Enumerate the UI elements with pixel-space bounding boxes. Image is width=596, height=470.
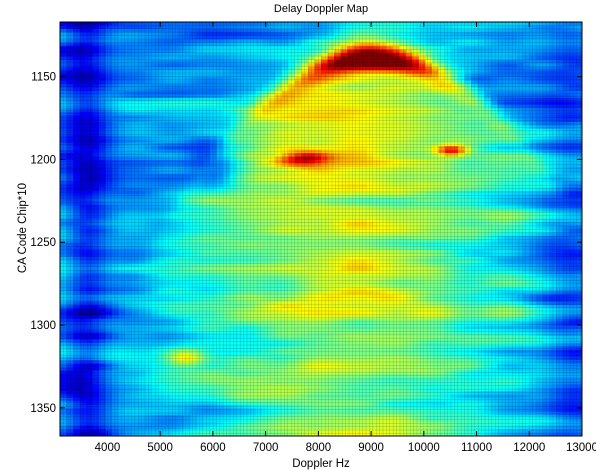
y-axis-ticks: 1150 1200 1250 1300 1350 — [30, 72, 582, 415]
heatmap-plot-area — [60, 22, 583, 437]
x-tick-label: 4000 — [95, 442, 121, 454]
x-axis-title: Doppler Hz — [292, 458, 350, 470]
x-tick-label: 11000 — [461, 442, 492, 454]
y-tick-label: 1200 — [30, 154, 56, 166]
y-axis-title: CA Code Chip*10 — [17, 183, 29, 273]
x-axis-ticks: 4000 5000 6000 7000 8000 9000 10000 11000 12000 1… — [95, 22, 596, 454]
x-tick-label: 9000 — [358, 442, 384, 454]
x-tick-label: 12000 — [513, 442, 545, 454]
x-tick-label: 10000 — [408, 442, 440, 454]
x-tick-label: 5000 — [147, 442, 173, 454]
plot-frame — [59, 21, 583, 437]
y-tick-label: 1150 — [31, 72, 56, 84]
y-tick-label: 1350 — [30, 403, 56, 415]
axes-box — [59, 21, 583, 437]
x-tick-label: 7000 — [253, 442, 279, 454]
x-tick-label: 6000 — [200, 442, 226, 454]
y-tick-label: 1250 — [30, 237, 56, 249]
x-tick-label: 8000 — [306, 442, 332, 454]
x-tick-label: 13000 — [566, 442, 596, 454]
chart-title: Delay Doppler Map — [274, 3, 368, 15]
y-tick-label: 1300 — [30, 320, 56, 332]
